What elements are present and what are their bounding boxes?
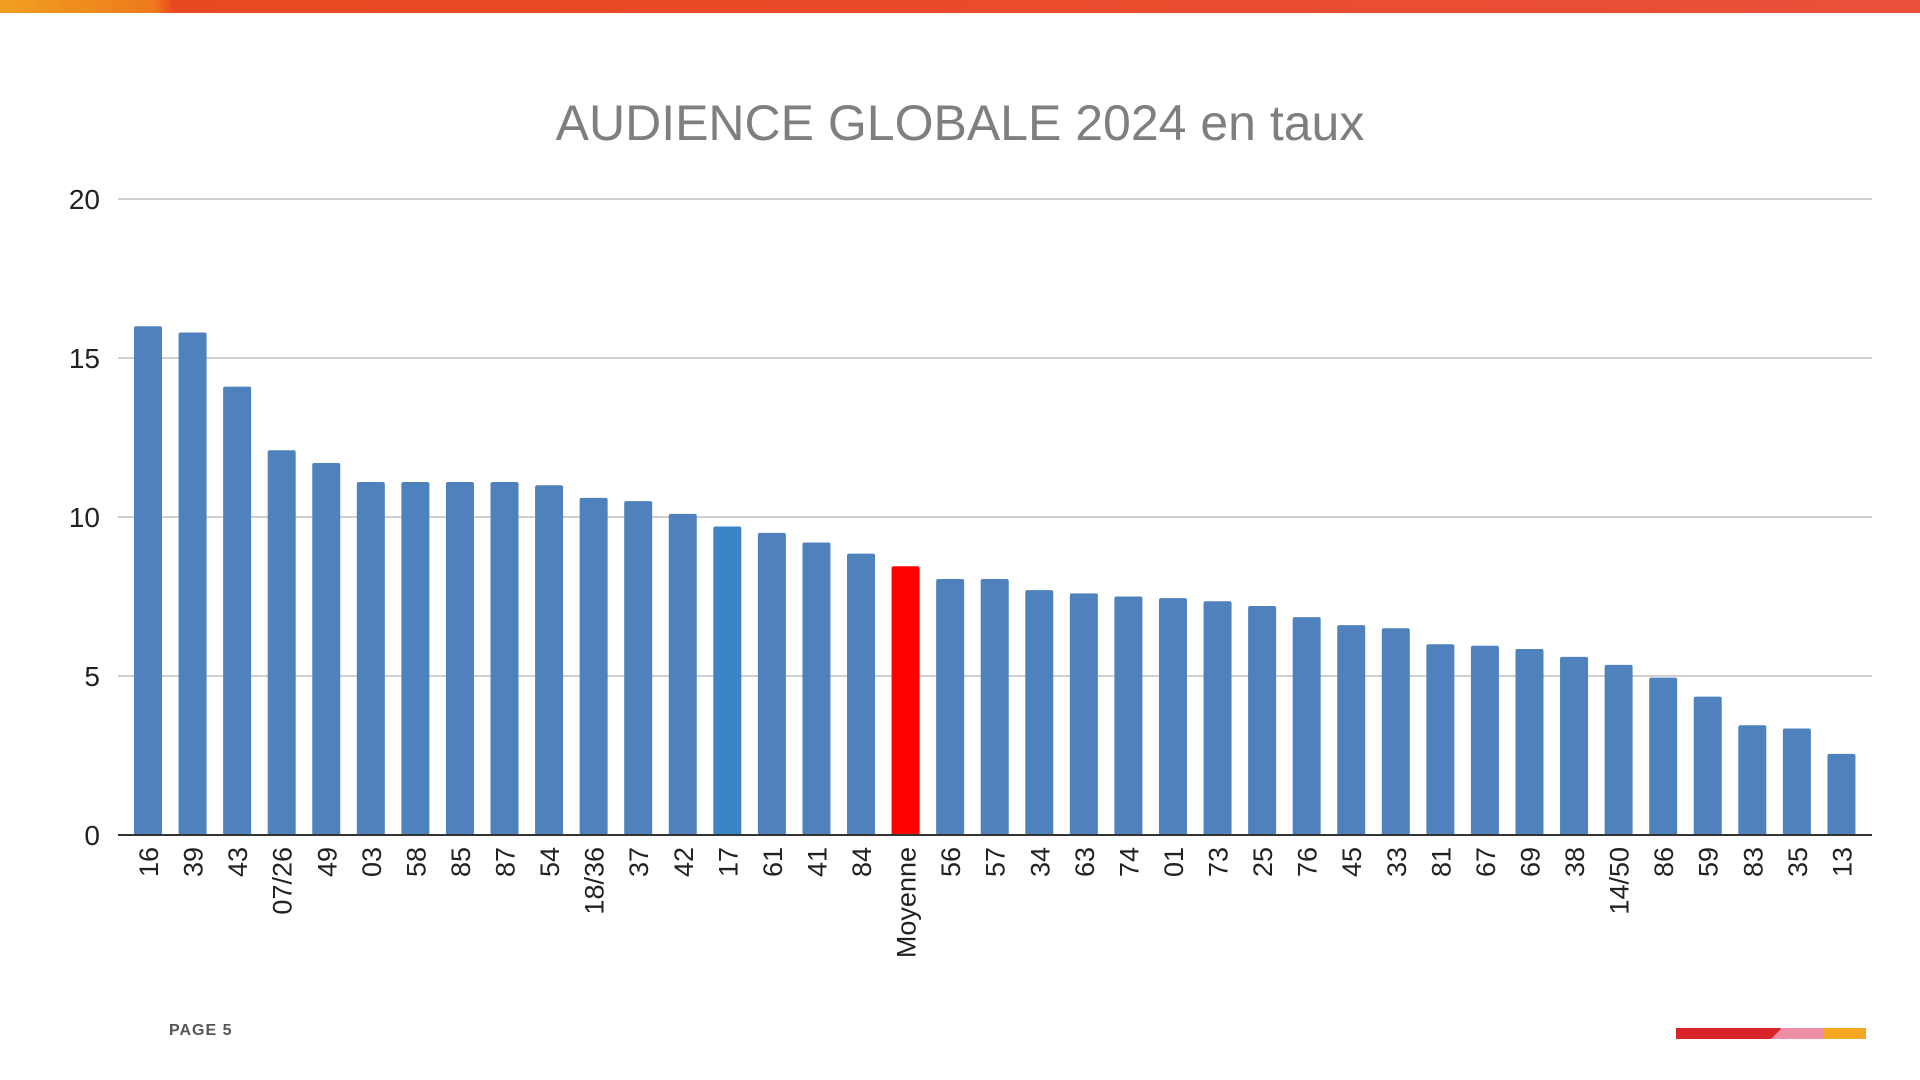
x-tick-label: 83	[1738, 847, 1768, 877]
bar-63	[1069, 593, 1098, 835]
x-tick-label: 54	[535, 847, 565, 877]
x-tick-label: 58	[401, 847, 431, 877]
bar-73	[1203, 601, 1232, 835]
x-tick-label: 39	[179, 847, 209, 877]
x-tick-label: 43	[223, 847, 253, 877]
x-tick-label: 74	[1114, 847, 1144, 877]
x-tick-label: 41	[802, 847, 832, 877]
brand-bar-pink-segment	[1771, 1028, 1826, 1039]
bar-42	[668, 513, 697, 835]
x-tick-label: 61	[758, 847, 788, 877]
x-tick-label: 84	[847, 847, 877, 877]
x-tick-label: 86	[1649, 847, 1679, 877]
brand-bar-red-segment	[1676, 1028, 1781, 1039]
bar-39	[178, 332, 207, 835]
bar-45	[1337, 625, 1366, 835]
bar-34	[1025, 590, 1054, 835]
bar-57	[980, 579, 1009, 835]
x-tick-label: 01	[1159, 847, 1189, 877]
bar-67	[1470, 645, 1499, 835]
x-tick-label: 13	[1827, 847, 1857, 877]
x-tick-label: 49	[312, 847, 342, 877]
x-tick-label: 67	[1471, 847, 1501, 877]
y-tick-label: 0	[84, 820, 100, 851]
bar-13	[1827, 753, 1856, 835]
bar-43	[223, 386, 252, 835]
x-tick-label: 69	[1515, 847, 1545, 877]
x-tick-label: 07/26	[268, 847, 298, 915]
bar-41	[802, 542, 831, 835]
bar-85	[445, 482, 474, 835]
x-tick-label: 37	[624, 847, 654, 877]
bar-69	[1515, 648, 1544, 835]
page-number: PAGE 5	[169, 1022, 233, 1039]
x-tick-label: Moyenne	[892, 847, 922, 958]
x-tick-label: 56	[936, 847, 966, 877]
bar-74	[1114, 596, 1143, 835]
bar-07-26	[267, 450, 296, 835]
y-tick-label: 20	[69, 184, 100, 215]
x-tick-label: 45	[1337, 847, 1367, 877]
bar-33	[1381, 628, 1410, 835]
bar-87	[490, 482, 519, 835]
x-tick-label: 17	[713, 847, 743, 877]
chart-title: AUDIENCE GLOBALE 2024 en taux	[556, 95, 1365, 151]
x-tick-label: 57	[981, 847, 1011, 877]
x-tick-label: 18/36	[580, 847, 610, 915]
x-tick-label: 59	[1694, 847, 1724, 877]
y-tick-label: 10	[69, 502, 100, 533]
bar-81	[1426, 644, 1455, 835]
x-tick-label: 03	[357, 847, 387, 877]
x-tick-label: 34	[1025, 847, 1055, 877]
bar-16	[134, 326, 162, 835]
x-tick-label: 35	[1783, 847, 1813, 877]
x-tick-label: 33	[1382, 847, 1412, 877]
bar-03	[356, 482, 385, 835]
bar-54	[535, 485, 564, 835]
bar-moyenne	[891, 566, 920, 835]
x-tick-label: 85	[446, 847, 476, 877]
brand-bar-orange-segment	[1823, 1028, 1866, 1039]
bar-49	[312, 462, 341, 835]
x-tick-label: 25	[1248, 847, 1278, 877]
bar-84	[847, 553, 876, 835]
bar-83	[1738, 725, 1767, 835]
x-tick-label: 16	[134, 847, 164, 877]
bar-14-50	[1604, 664, 1633, 835]
bar-17	[713, 526, 742, 835]
bar-01	[1158, 598, 1187, 835]
y-tick-label: 5	[84, 661, 100, 692]
x-tick-label: 14/50	[1605, 847, 1635, 915]
x-tick-label: 81	[1426, 847, 1456, 877]
x-tick-label: 87	[491, 847, 521, 877]
bar-56	[936, 579, 965, 835]
bar-18-36	[579, 497, 608, 835]
y-tick-label: 15	[69, 343, 100, 374]
x-tick-label: 42	[669, 847, 699, 877]
bar-58	[401, 482, 430, 835]
bar-37	[624, 501, 653, 835]
bar-35	[1782, 728, 1811, 835]
x-tick-label: 63	[1070, 847, 1100, 877]
bar-61	[757, 532, 786, 835]
bar-76	[1292, 617, 1321, 835]
bar-38	[1560, 656, 1589, 835]
top-accent-bar	[0, 0, 1920, 13]
x-tick-label: 38	[1560, 847, 1590, 877]
x-tick-label: 76	[1293, 847, 1323, 877]
bar-59	[1693, 696, 1722, 835]
bar-25	[1248, 606, 1277, 835]
brand-color-bar	[1676, 1028, 1866, 1039]
x-tick-label: 73	[1204, 847, 1234, 877]
bar-86	[1649, 677, 1678, 835]
